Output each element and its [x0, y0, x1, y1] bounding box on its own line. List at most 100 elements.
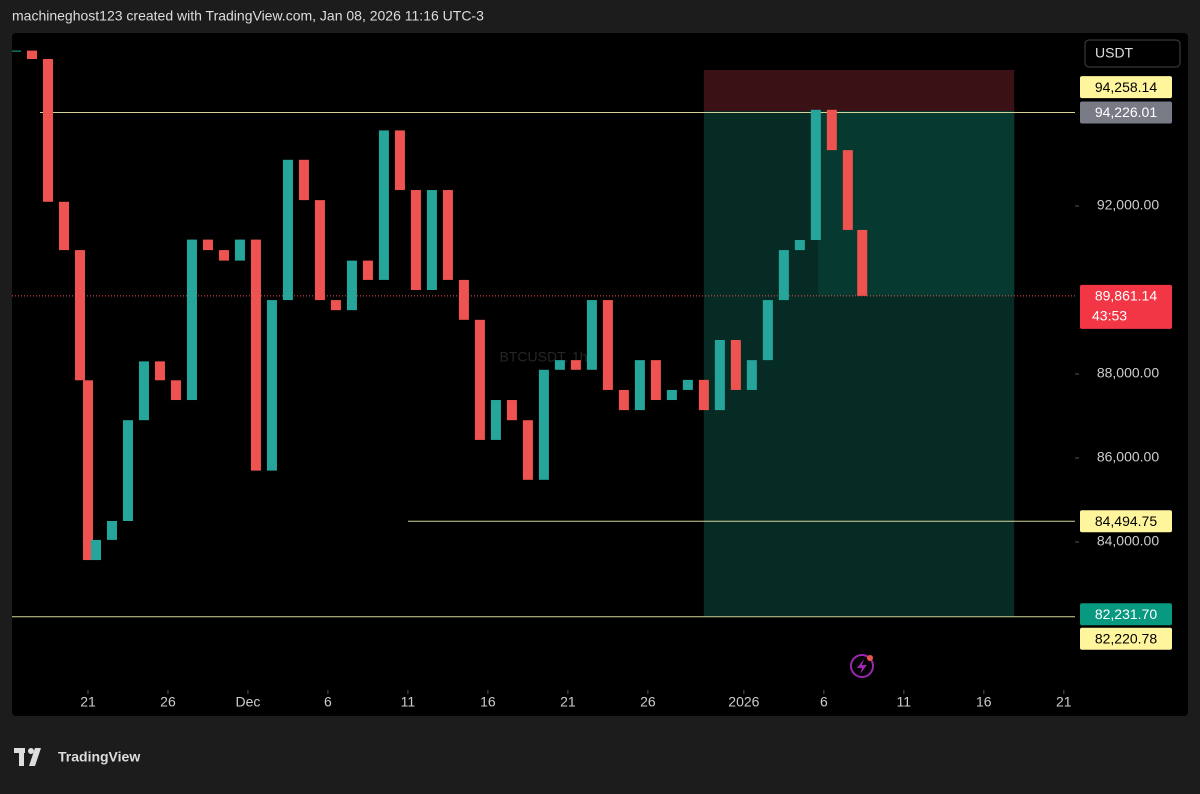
- candle: [82, 380, 93, 561]
- candle: [538, 369, 549, 480]
- last-price-box: [1080, 284, 1172, 329]
- x-tick-label: 11: [897, 694, 912, 710]
- candle: [74, 250, 85, 381]
- candle: [266, 300, 277, 471]
- alert-dot: [867, 655, 873, 661]
- candle: [522, 420, 533, 480]
- x-tick-label: 16: [480, 694, 496, 710]
- plot-area: BTCUSDT, 1h: [12, 50, 1075, 618]
- candle: [682, 379, 693, 390]
- level-price-label-box: [1080, 101, 1172, 124]
- candle: [234, 239, 245, 261]
- x-tick-label: 26: [640, 694, 656, 710]
- alert-bolt: [857, 659, 867, 674]
- candle: [826, 109, 837, 151]
- currency-button: [1084, 39, 1181, 68]
- candle: [330, 300, 341, 311]
- watermark: BTCUSDT, 1h: [500, 349, 588, 365]
- x-tick-label: 21: [1056, 694, 1072, 710]
- candle: [186, 239, 197, 401]
- candle: [138, 361, 149, 421]
- candle: [586, 300, 597, 370]
- last-price-label: 89,861.14: [1095, 288, 1157, 304]
- x-tick-label: 11: [401, 694, 416, 710]
- level-price-label: 82,220.78: [1095, 630, 1157, 646]
- currency-label: USDT: [1095, 45, 1134, 61]
- candle: [12, 50, 21, 52]
- candle: [42, 58, 53, 202]
- candle: [90, 539, 101, 561]
- candle: [857, 229, 868, 296]
- candle: [554, 360, 565, 370]
- level-price-label-box: [1080, 627, 1172, 650]
- candle: [282, 159, 293, 301]
- level-price-label: 84,494.75: [1095, 513, 1157, 529]
- candle: [106, 520, 117, 540]
- candle: [426, 190, 437, 290]
- candle: [154, 361, 165, 381]
- candle: [362, 260, 373, 280]
- logo-mark: [14, 748, 41, 766]
- x-tick-label: 6: [324, 694, 332, 710]
- alert-icon: [850, 654, 874, 678]
- alert-ring: [850, 654, 874, 678]
- candle: [218, 250, 229, 261]
- x-tick-label: 21: [80, 694, 96, 710]
- candle: [394, 130, 405, 191]
- y-tick-label: 84,000.00: [1097, 533, 1159, 549]
- y-tick-label: 86,000.00: [1097, 449, 1159, 465]
- candle: [298, 159, 309, 201]
- y-tick-label: 88,000.00: [1097, 365, 1159, 381]
- candle: [650, 360, 661, 401]
- candle: [794, 240, 805, 251]
- level-price-label: 94,226.01: [1095, 104, 1157, 120]
- logo-part: [29, 748, 41, 766]
- level-price-label-box: [1080, 510, 1172, 533]
- candle: [490, 400, 501, 440]
- candle: [410, 190, 421, 290]
- entry-price-label: 94,258.14: [1095, 79, 1157, 95]
- candle: [778, 250, 789, 301]
- candle: [122, 420, 133, 521]
- y-tick-label: 92,000.00: [1097, 197, 1159, 213]
- candle: [634, 360, 645, 411]
- entry-price-label-box: [1080, 76, 1172, 99]
- axes: 84,000.00 86,000.00 88,000.00 92,000.00 21 26…: [80, 39, 1181, 710]
- candle: [378, 130, 389, 280]
- candle: [58, 201, 69, 251]
- candle: [570, 360, 581, 370]
- header: machineghost123 created with TradingView…: [12, 8, 484, 24]
- candle: [618, 389, 629, 411]
- target-price-label: 82,231.70: [1095, 606, 1157, 622]
- stop-zone: [703, 69, 1015, 112]
- candle: [314, 200, 325, 301]
- candle: [810, 109, 821, 241]
- candle: [202, 239, 213, 251]
- footer-logo: TradingView: [58, 749, 140, 765]
- candle: [346, 260, 357, 311]
- candle: [26, 50, 37, 59]
- x-tick-label: 16: [976, 694, 992, 710]
- candle: [602, 300, 613, 390]
- logo-part: [28, 748, 34, 754]
- candle: [698, 379, 709, 411]
- candle: [442, 190, 453, 280]
- candle: [762, 300, 773, 361]
- candle: [250, 239, 261, 471]
- x-tick-label: Dec: [236, 694, 261, 710]
- candle: [746, 360, 757, 390]
- candle: [714, 339, 725, 411]
- x-tick-label: 2026: [728, 694, 759, 710]
- logo-part: [19, 748, 24, 766]
- x-tick-label: 6: [820, 694, 828, 710]
- countdown-label: 43:53: [1092, 308, 1127, 324]
- candle: [506, 400, 517, 421]
- candle: [170, 380, 181, 401]
- x-tick-label: 21: [560, 694, 576, 710]
- candle: [842, 150, 853, 230]
- candle: [458, 279, 469, 320]
- x-tick-label: 26: [160, 694, 176, 710]
- candle: [730, 339, 741, 390]
- target-price-label-box: [1080, 603, 1172, 626]
